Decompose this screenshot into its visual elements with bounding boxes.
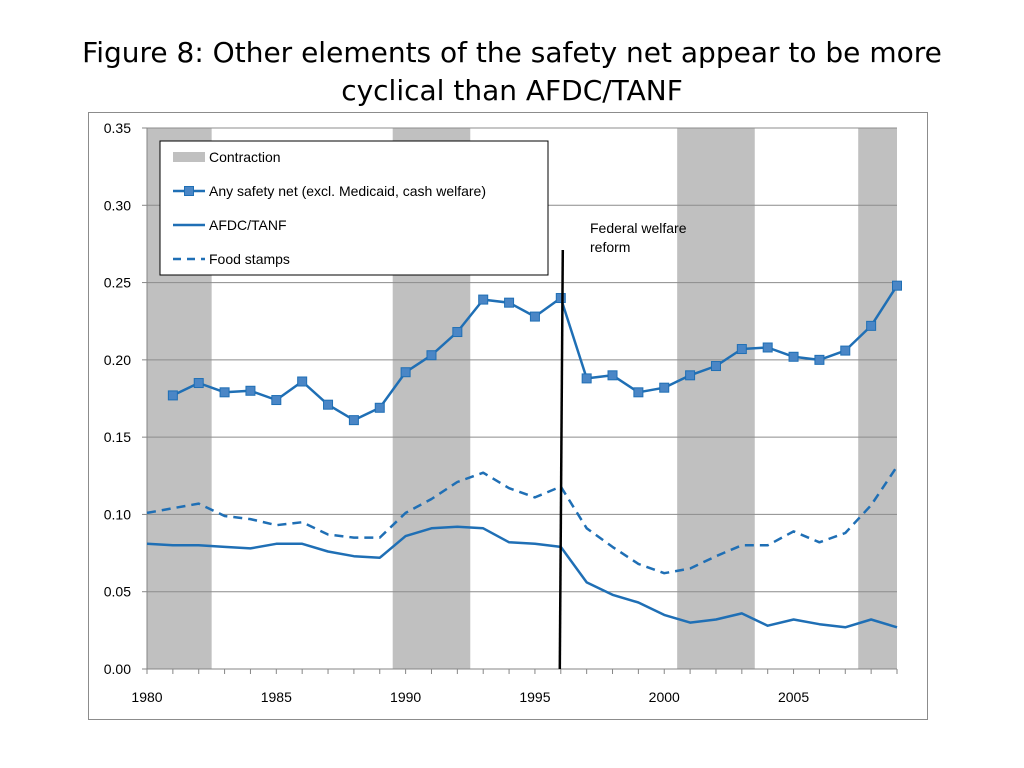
series-marker-2003 [736,344,747,355]
series-marker-1993 [478,294,489,305]
annotation-text-line-1: Federal welfare [590,220,687,236]
series-line-1 [172,285,899,422]
series-marker-1997 [581,373,592,384]
x-tick-label-2000: 2000 [649,689,680,705]
series-line-3 [146,465,899,575]
series-marker-1987 [323,399,334,410]
series-marker-1985 [271,395,282,406]
y-tick-label-0.30: 0.30 [104,197,131,213]
legend-label-0: Contraction [209,149,281,165]
axes: 0.00 0.05 0.10 0.15 0.20 0.25 0.30 0.35 1980 1985… [104,120,898,705]
series-marker-2004 [762,342,773,353]
series-marker-2007 [840,345,851,356]
x-tick-label-1995: 1995 [519,689,550,705]
page-title: Figure 8: Other elements of the safety n… [82,36,942,107]
series-layer [146,280,902,629]
legend-label-1: Any safety net (excl. Medicaid, cash wel… [209,183,486,199]
series-marker-2008 [866,320,877,331]
contraction-band-4 [858,128,897,669]
contraction-band-3 [677,128,755,669]
series-marker-2002 [710,361,721,372]
series-marker-1981 [167,390,178,401]
legend-label-3: Food stamps [209,251,290,267]
series-marker-1995 [529,311,540,322]
legend: Contraction Any safety net (excl. Medicai… [159,140,549,276]
series-line-2 [146,525,898,629]
series-marker-1983 [219,387,230,398]
y-tick-label-0.25: 0.25 [104,275,131,291]
series-marker-1991 [426,350,437,361]
x-tick-label-1980: 1980 [131,689,162,705]
series-marker-1990 [400,367,411,378]
x-tick-label-1990: 1990 [390,689,421,705]
welfare-reform-line [558,249,565,670]
x-tick-label-2005: 2005 [778,689,809,705]
series-marker-1992 [452,327,463,338]
series-marker-1998 [607,370,618,381]
x-tick-label-1985: 1985 [261,689,292,705]
series-marker-1986 [297,376,308,387]
series-marker-1996 [555,293,566,304]
y-tick-label-0.15: 0.15 [104,429,131,445]
series-marker-2001 [685,370,696,381]
y-tick-label-0.10: 0.10 [104,506,131,522]
legend-swatch-contraction [173,152,205,162]
legend-box [159,140,549,276]
series-marker-1999 [633,387,644,398]
series-marker-2005 [788,351,799,362]
annotation-text-line-2: reform [590,239,630,255]
series-marker-2009 [892,280,902,291]
y-tick-label-0.20: 0.20 [104,352,131,368]
series-marker-1984 [245,385,256,396]
series-marker-1982 [193,378,204,389]
y-tick-label-0.00: 0.00 [104,661,131,677]
series-marker-1988 [348,415,359,426]
annotation-layer: Federal welfare reform [558,220,687,670]
series-marker-2006 [814,354,825,365]
series-marker-1994 [504,297,515,308]
legend-label-2: AFDC/TANF [209,217,287,233]
series-marker-2000 [659,382,670,393]
chart-frame [88,112,928,720]
y-tick-label-0.35: 0.35 [104,120,131,136]
series-marker-1989 [374,402,385,413]
y-tick-label-0.05: 0.05 [104,584,131,600]
legend-swatch-marker [184,186,194,196]
